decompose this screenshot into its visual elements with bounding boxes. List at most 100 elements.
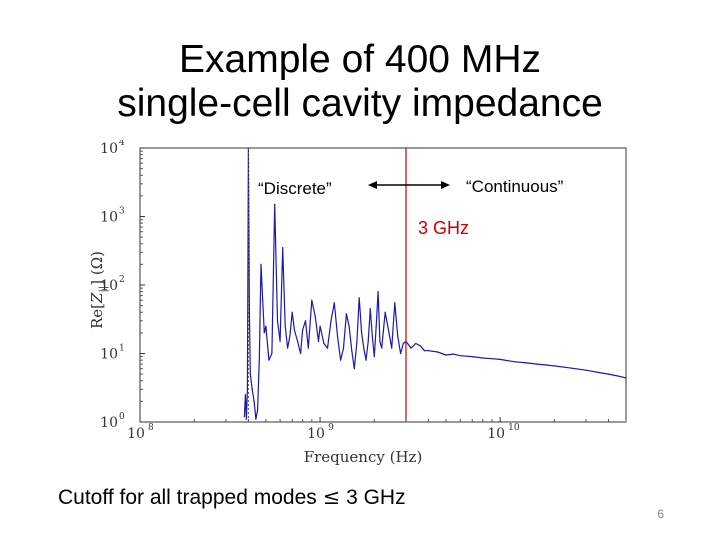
- data-point: [291, 311, 293, 313]
- data-point: [353, 368, 355, 370]
- data-point: [365, 359, 367, 361]
- series-line-impedance: [243, 147, 627, 420]
- y-tick-label: 10: [100, 347, 118, 363]
- y-tick-label: 10: [100, 210, 118, 226]
- impedance-chart: 10 0 10 1 10 2 10 3 10 4 10 8 10 9 10 10 Frequency (Hz) R…: [80, 138, 640, 475]
- data-point: [410, 347, 412, 349]
- y-tick-exponent: 0: [119, 412, 125, 422]
- slide-number: 6: [657, 507, 664, 521]
- data-point: [360, 332, 363, 334]
- data-point: [482, 357, 484, 359]
- title-line-1: Example of 400 MHz: [179, 38, 541, 81]
- data-point: [384, 311, 386, 313]
- data-point: [427, 350, 430, 352]
- data-point: [330, 320, 332, 322]
- data-point: [262, 299, 264, 301]
- data-point: [339, 359, 342, 361]
- x-tick-exponent: 8: [148, 423, 154, 433]
- data-point: [513, 361, 515, 363]
- data-point: [251, 388, 253, 390]
- data-point: [348, 325, 350, 327]
- data-point: [284, 325, 286, 327]
- x-tick-exponent: 9: [328, 423, 334, 433]
- data-point: [248, 311, 250, 313]
- data-point: [452, 353, 454, 355]
- data-point: [255, 418, 257, 420]
- data-point: [317, 340, 320, 343]
- data-point: [363, 347, 365, 349]
- data-point: [585, 369, 587, 371]
- data-point: [319, 325, 321, 327]
- data-point: [271, 352, 273, 355]
- data-point: [245, 418, 248, 420]
- data-point: [415, 342, 417, 345]
- data-point: [617, 375, 619, 377]
- data-point: [525, 362, 528, 364]
- less-equal-symbol: ≤: [322, 485, 341, 509]
- x-axis-label: Frequency (Hz): [304, 448, 423, 466]
- data-point: [263, 332, 265, 334]
- data-point: [375, 325, 377, 327]
- data-point: [459, 355, 461, 357]
- data-point: [253, 400, 255, 402]
- data-point: [625, 377, 627, 379]
- data-point: [367, 340, 369, 343]
- bottom-note-text: Cutoff for all trapped modes: [58, 486, 317, 509]
- data-point: [553, 365, 555, 367]
- data-point: [356, 342, 358, 345]
- data-point: [399, 352, 402, 355]
- data-point: [304, 320, 307, 322]
- data-point: [536, 363, 538, 365]
- y-tick-label: 10: [100, 278, 118, 294]
- data-point: [419, 345, 421, 347]
- data-point: [333, 302, 335, 304]
- arrow-head-left: [368, 181, 377, 189]
- data-point: [323, 342, 325, 345]
- data-point: [289, 335, 291, 337]
- y-tick-exponent: 1: [119, 344, 125, 354]
- x-tick-label: 10: [127, 426, 145, 442]
- y-tick-label: 10: [100, 415, 118, 431]
- data-point: [379, 340, 381, 343]
- data-point: [607, 373, 610, 375]
- title-line-2: single-cell cavity impedance: [117, 82, 603, 125]
- data-point: [445, 354, 447, 356]
- annotation-continuous: “Continuous”: [466, 177, 564, 196]
- data-point: [249, 373, 251, 375]
- data-point: [373, 356, 375, 358]
- data-point: [276, 320, 279, 322]
- data-point: [286, 347, 289, 349]
- data-point: [358, 297, 360, 299]
- data-point: [491, 358, 493, 360]
- data-point: [300, 352, 302, 355]
- y-axis-label-var: Z: [88, 292, 106, 304]
- data-point: [260, 263, 262, 265]
- data-point: [326, 347, 329, 349]
- annotation-3ghz: 3 GHz: [418, 218, 469, 238]
- data-point: [268, 359, 270, 361]
- slide-title: Example of 400 MHz single-cell cavity im…: [0, 38, 720, 126]
- bottom-note: Cutoff for all trapped modes ≤ 3 GHz: [58, 485, 406, 510]
- data-point: [369, 308, 371, 310]
- bottom-note-value: 3 GHz: [346, 486, 406, 509]
- data-point: [258, 359, 260, 361]
- y-tick-exponent: 3: [119, 207, 125, 217]
- data-point: [397, 335, 399, 337]
- data-point: [394, 302, 396, 304]
- data-point: [545, 364, 547, 366]
- data-point: [597, 371, 599, 373]
- data-point: [302, 329, 304, 331]
- y-tick-label: 10: [100, 141, 118, 157]
- data-point: [437, 351, 439, 353]
- data-point: [243, 415, 246, 418]
- x-tick-exponent: 10: [508, 423, 520, 433]
- data-point: [402, 342, 404, 345]
- data-point: [387, 329, 390, 331]
- data-point: [391, 347, 393, 349]
- data-point: [377, 291, 379, 293]
- data-point: [293, 329, 295, 331]
- data-point: [296, 340, 299, 343]
- data-point: [311, 299, 313, 301]
- data-point: [423, 350, 426, 352]
- y-axis-label-sub: ||: [98, 286, 109, 293]
